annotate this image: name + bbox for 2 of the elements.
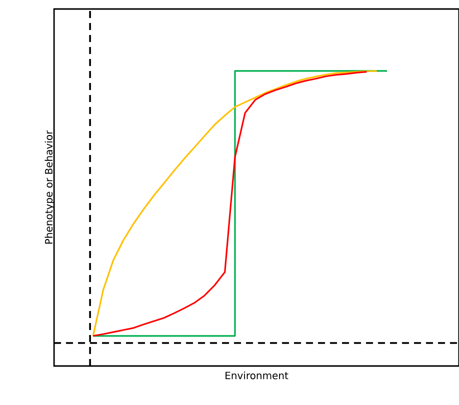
- x-axis-title: Environment: [226, 372, 288, 380]
- y-axis-title: Phenotype or Behavior: [44, 130, 54, 244]
